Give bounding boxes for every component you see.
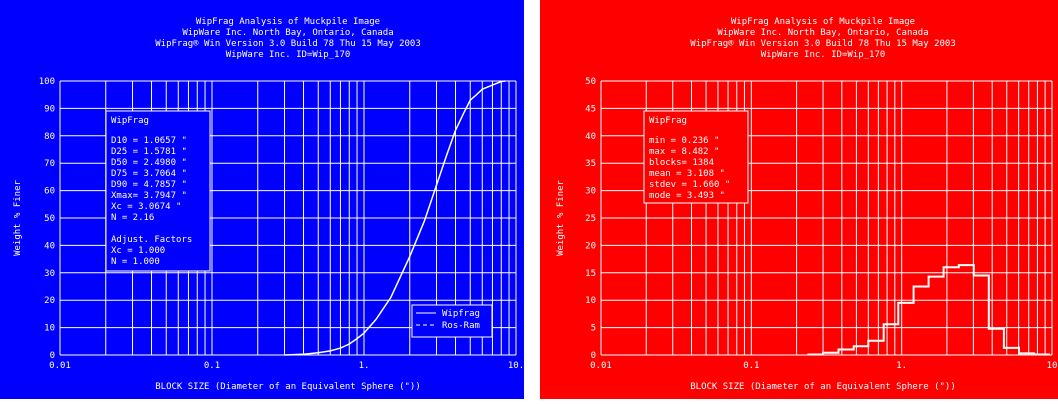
x-tick-label: 0.01 [590,361,612,371]
y-tick-label: 0 [50,351,55,361]
x-tick-label: 1. [359,361,370,371]
y-tick-label: 35 [585,159,596,169]
stats-heading: WipFrag [649,116,687,126]
chart-title-line: WipWare Inc. ID=Wip_170 [761,50,886,60]
y-tick-label: 30 [44,269,55,279]
series-line-ros-ram [284,80,506,356]
y-tick-label: 80 [44,132,55,142]
stats-line: D25 = 1.5781 " [111,147,187,157]
y-tick-label: 40 [44,241,55,251]
stats-box [643,110,749,204]
cumulative-chart-panel: WipFrag Analysis of Muckpile Image WipWar… [0,0,524,399]
x-axis-label: BLOCK SIZE (Diameter of an Equivalent Sp… [690,382,956,392]
x-tick-label: 0.1 [743,361,759,371]
stats-box [105,110,211,272]
y-tick-label: 45 [585,104,596,114]
y-tick-label: 30 [585,187,596,197]
x-tick-label: 10. [508,361,524,371]
chart-title-line: WipFrag Analysis of Muckpile Image [196,17,380,27]
stats-line: Xc = 3.0674 " [111,202,181,212]
chart-title-line: WipWare Inc. North Bay, Ontario, Canada [717,28,928,38]
y-axis-label: Weight % Finer [13,179,23,255]
legend-box [411,304,493,338]
stats-line: min = 0.236 " [649,136,719,146]
stats-line: D90 = 4.7857 " [111,180,187,190]
x-tick-label: 0.1 [204,361,220,371]
chart-title-line: WipWare Inc. North Bay, Ontario, Canada [182,28,393,38]
y-tick-label: 20 [585,241,596,251]
histogram-chart: WipFrag Analysis of Muckpile ImageWipWar… [556,17,1058,392]
x-axis-label: BLOCK SIZE (Diameter of an Equivalent Sp… [155,382,421,392]
x-tick-label: 1. [896,361,907,371]
stats-line: mean = 3.108 " [649,169,725,179]
y-tick-label: 40 [585,132,596,142]
x-tick-label: 10 [1047,361,1058,371]
y-tick-label: 10 [585,296,596,306]
stats-line: max = 8.482 " [649,147,719,157]
y-tick-label: 5 [591,324,596,334]
chart-title-line: WipFrag® Win Version 3.0 Build 78 Thu 15… [690,39,956,49]
legend-entry: Ros-Ram [442,321,480,331]
chart-title-line: WipWare Inc. ID=Wip_170 [226,50,351,60]
stats-line: D75 = 3.7064 " [111,169,187,179]
legend-entry: Wipfrag [442,309,480,319]
histogram-steps [807,264,1051,356]
stats-line: stdev = 1.660 " [649,180,730,190]
y-axis-label: Weight % Finer [556,179,566,255]
x-tick-label: 0.01 [49,361,71,371]
stats-line: D50 = 2.4980 " [111,158,187,168]
y-tick-label: 20 [44,296,55,306]
adjust-factor-line: Xc = 1.000 [111,246,165,256]
y-tick-label: 100 [39,77,55,87]
y-tick-label: 25 [585,214,596,224]
adjust-factor-line: N = 1.000 [111,257,160,267]
adjust-factors-heading: Adjust. Factors [111,235,192,245]
y-tick-label: 60 [44,187,55,197]
chart-title-line: WipFrag® Win Version 3.0 Build 78 Thu 15… [155,39,421,49]
stats-line: mode = 3.493 " [649,191,725,201]
y-tick-label: 50 [585,77,596,87]
stats-line: Xmax= 3.7947 " [111,191,187,201]
y-tick-label: 70 [44,159,55,169]
y-tick-label: 15 [585,269,596,279]
y-tick-label: 50 [44,214,55,224]
y-tick-label: 90 [44,104,55,114]
stats-line: blocks= 1384 [649,158,714,168]
stats-heading: WipFrag [111,116,149,126]
cumulative-chart: WipFrag Analysis of Muckpile ImageWipWar… [13,17,524,392]
chart-title-line: WipFrag Analysis of Muckpile Image [731,17,915,27]
stats-line: N = 2.16 [111,213,154,223]
stats-line: D10 = 1.0657 " [111,136,187,146]
y-tick-label: 0 [591,351,596,361]
histogram-chart-panel: WipFrag Analysis of Muckpile Image WipWar… [540,0,1058,399]
y-tick-label: 10 [44,324,55,334]
